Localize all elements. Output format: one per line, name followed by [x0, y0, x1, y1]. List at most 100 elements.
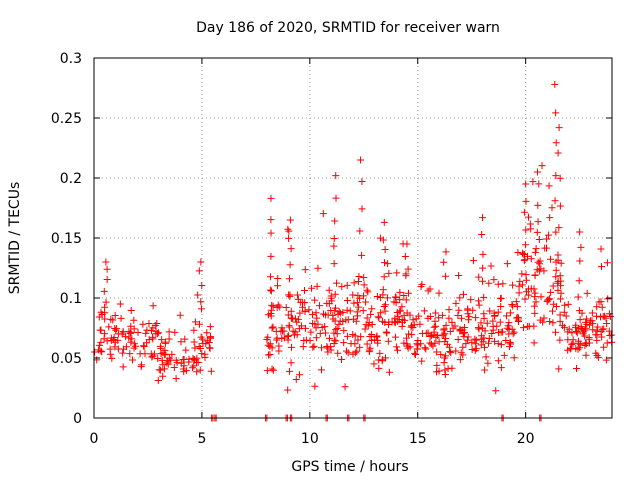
- x-axis-label: GPS time / hours: [291, 459, 408, 475]
- data-point: [546, 318, 554, 326]
- data-point: [416, 320, 424, 328]
- data-point: [556, 311, 564, 319]
- data-point: [576, 228, 584, 236]
- data-point: [600, 343, 608, 351]
- data-point: [165, 328, 173, 336]
- data-point: [574, 293, 582, 301]
- data-point: [403, 309, 411, 317]
- data-point: [195, 267, 203, 275]
- data-point: [510, 328, 518, 336]
- data-point: [593, 303, 601, 311]
- data-point: [598, 325, 606, 333]
- data-point: [400, 291, 408, 299]
- data-point: [269, 366, 277, 374]
- data-point: [185, 355, 193, 363]
- data-point: [597, 245, 605, 253]
- data-point: [275, 347, 283, 355]
- data-point: [355, 272, 363, 280]
- data-point: [516, 277, 524, 285]
- data-point: [103, 337, 111, 345]
- data-point: [112, 326, 120, 334]
- data-point: [576, 344, 584, 352]
- data-point: [102, 258, 110, 266]
- data-point: [299, 343, 307, 351]
- data-point: [548, 204, 556, 212]
- data-point: [404, 289, 412, 297]
- data-point: [524, 252, 532, 260]
- data-point: [381, 301, 389, 309]
- data-point: [139, 320, 147, 328]
- data-point: [597, 263, 605, 271]
- data-point: [557, 259, 565, 267]
- data-point: [540, 314, 548, 322]
- data-point: [288, 343, 296, 351]
- data-point: [331, 290, 339, 298]
- data-point: [351, 340, 359, 348]
- data-point: [393, 343, 401, 351]
- data-point: [433, 368, 441, 376]
- data-point: [268, 365, 276, 373]
- data-point: [393, 269, 401, 277]
- data-point: [582, 351, 590, 359]
- data-point: [365, 348, 373, 356]
- data-point: [350, 299, 358, 307]
- data-point: [503, 260, 511, 268]
- data-point: [296, 309, 304, 317]
- data-point: [143, 326, 151, 334]
- data-point: [575, 277, 583, 285]
- data-point: [531, 289, 539, 297]
- data-point: [301, 324, 309, 332]
- data-point: [206, 333, 214, 341]
- data-point: [492, 387, 500, 395]
- data-point: [396, 288, 404, 296]
- data-point: [346, 307, 354, 315]
- data-point: [379, 291, 387, 299]
- data-point: [356, 294, 364, 302]
- data-point: [534, 168, 542, 176]
- data-point: [554, 251, 562, 259]
- data-point: [267, 287, 275, 295]
- data-point: [484, 359, 492, 367]
- data-point: [181, 335, 189, 343]
- data-point: [455, 272, 463, 280]
- data-point: [391, 333, 399, 341]
- data-point: [556, 295, 564, 303]
- data-point: [313, 314, 321, 322]
- data-point: [103, 275, 111, 283]
- data-point: [126, 350, 134, 358]
- data-point: [368, 305, 376, 313]
- data-point: [351, 332, 359, 340]
- data-point: [568, 340, 576, 348]
- data-point: [552, 228, 560, 236]
- data-point: [330, 242, 338, 250]
- data-point: [354, 278, 362, 286]
- data-point: [433, 361, 441, 369]
- data-point: [338, 283, 346, 291]
- data-point: [95, 341, 103, 349]
- data-point: [603, 339, 611, 347]
- data-point: [552, 172, 560, 180]
- data-point: [101, 315, 109, 323]
- data-point: [483, 319, 491, 327]
- data-point: [119, 363, 127, 371]
- data-point: [534, 201, 542, 209]
- data-point: [296, 371, 304, 379]
- data-point: [530, 302, 538, 310]
- data-point: [272, 327, 280, 335]
- data-point: [402, 296, 410, 304]
- data-point: [335, 320, 343, 328]
- data-point: [332, 304, 340, 312]
- data-point: [485, 279, 493, 287]
- data-point: [497, 303, 505, 311]
- x-tick-label: 5: [197, 431, 206, 447]
- data-point: [172, 375, 180, 383]
- data-point: [494, 280, 502, 288]
- data-points: [91, 80, 616, 422]
- data-point: [287, 359, 295, 367]
- data-point: [452, 347, 460, 355]
- data-point: [385, 269, 393, 277]
- data-point: [343, 281, 351, 289]
- data-point: [330, 235, 338, 243]
- data-point: [125, 334, 133, 342]
- data-point: [594, 323, 602, 331]
